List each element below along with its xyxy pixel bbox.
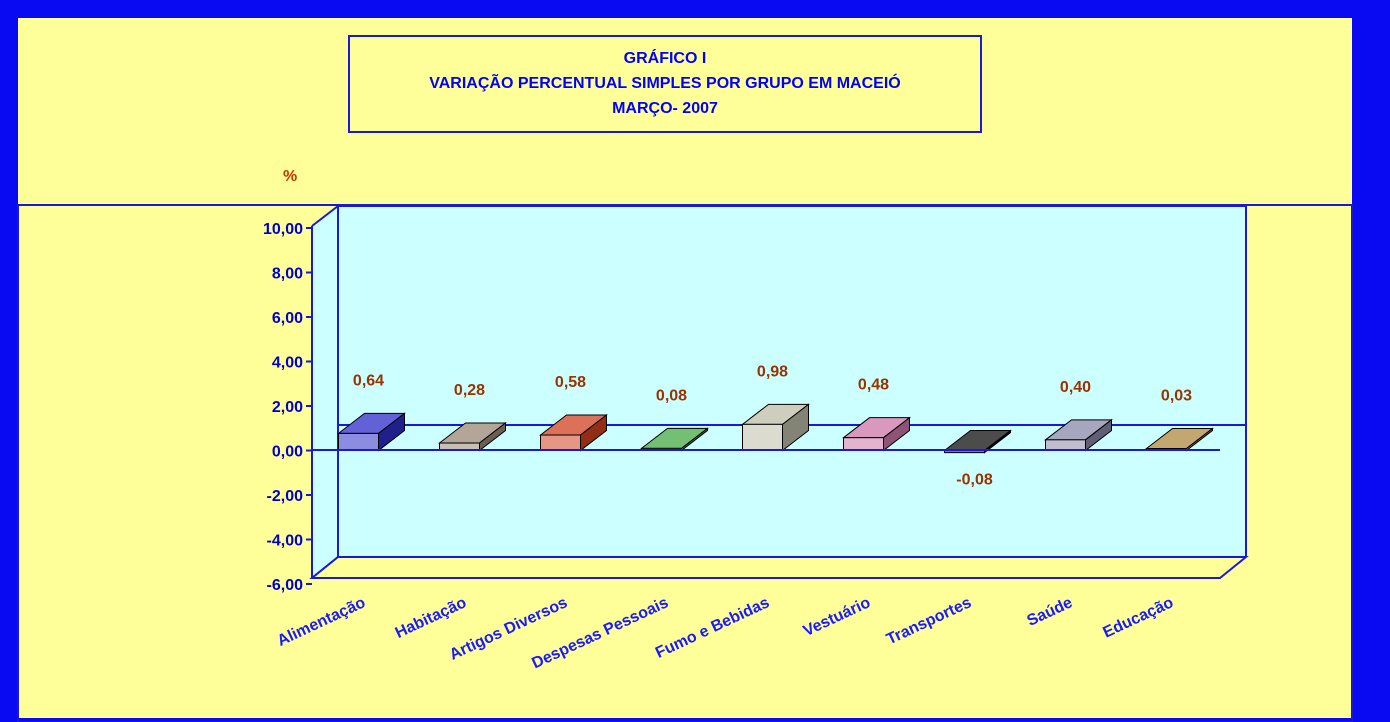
y-tick-label: 8,00 (272, 266, 303, 283)
data-label: 0,48 (858, 377, 889, 394)
category-label: Saúde (1024, 594, 1075, 630)
category-label: Habitação (393, 594, 470, 642)
data-label: 0,98 (757, 363, 788, 380)
y-tick-label: 2,00 (272, 399, 303, 416)
category-label: Transportes (884, 594, 974, 648)
y-tick-label: 10,00 (263, 221, 303, 238)
bar-8 (1044, 418, 1113, 452)
data-label: 0,64 (353, 372, 384, 389)
category-label: Educação (1100, 594, 1176, 641)
y-tick-label: -4,00 (267, 533, 304, 550)
y-tick-label: 4,00 (272, 355, 303, 372)
bar-1 (337, 412, 406, 452)
y-tick-label: -2,00 (267, 488, 304, 505)
bar-2 (438, 422, 507, 452)
side-wall-top-edge (311, 205, 339, 227)
bar-front (1045, 439, 1086, 452)
data-label: 0,28 (454, 382, 485, 399)
data-label: 0,08 (656, 387, 687, 404)
bar-front (338, 432, 379, 451)
chart-title-line-3: MARÇO- 2007 (612, 100, 718, 117)
bar-front (742, 423, 783, 452)
data-label: 0,40 (1060, 379, 1091, 396)
y-tick-label: 0,00 (272, 444, 303, 461)
chart-title-box: GRÁFICO I VARIAÇÃO PERCENTUAL SIMPLES PO… (348, 35, 982, 133)
bar-front (843, 437, 884, 451)
category-label: Fumo e Bebidas (653, 594, 772, 662)
bar-5 (741, 403, 810, 452)
chart-title-line-2: VARIAÇÃO PERCENTUAL SIMPLES POR GRUPO EM… (429, 75, 901, 92)
data-label: 0,58 (555, 374, 586, 391)
bar-7 (943, 429, 1012, 454)
data-label: 0,03 (1161, 388, 1192, 405)
category-label: Alimentação (275, 594, 369, 650)
y-tick-label: 6,00 (272, 310, 303, 327)
y-tick-label: -6,00 (267, 577, 304, 594)
y-unit-label: % (283, 168, 297, 185)
bar-6 (842, 416, 911, 452)
plot-floor (309, 556, 1249, 579)
bar-3 (539, 413, 608, 452)
data-label: -0,08 (956, 472, 993, 489)
chart-title-line-1: GRÁFICO I (623, 50, 707, 67)
category-label: Vestuário (801, 594, 874, 640)
plot-back-wall (312, 206, 1246, 578)
bar-front (540, 434, 581, 452)
